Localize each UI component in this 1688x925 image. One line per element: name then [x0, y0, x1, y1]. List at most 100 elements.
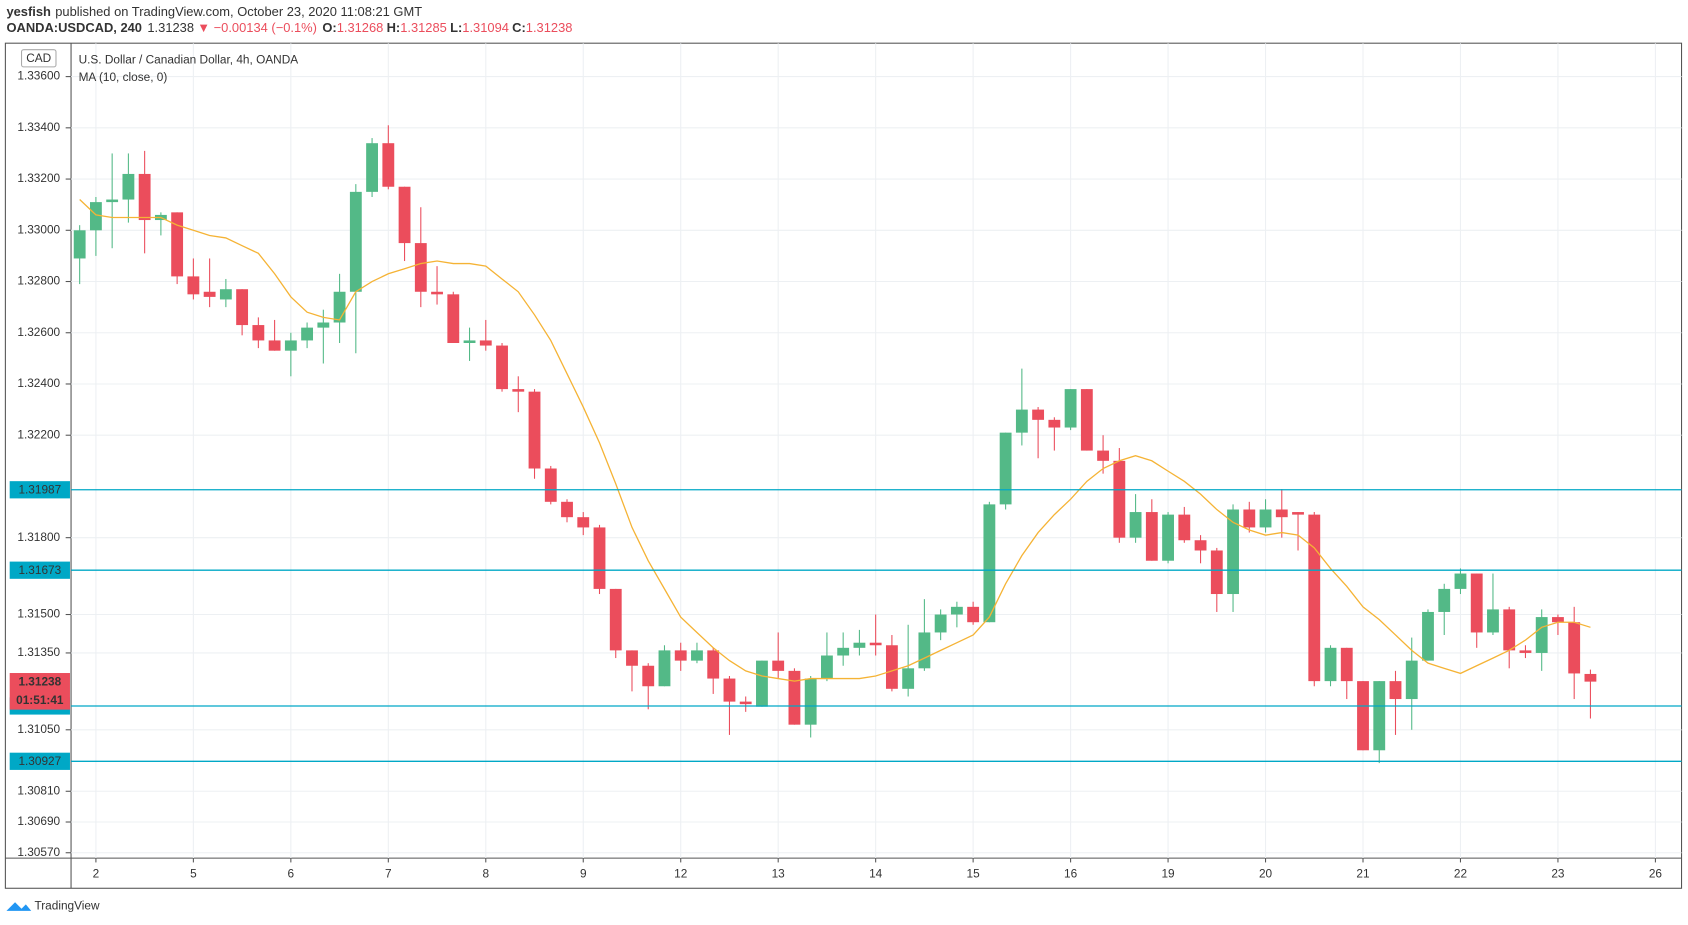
- candle-body: [1519, 650, 1532, 653]
- published: published on TradingView.com, October 23…: [55, 4, 422, 19]
- candle-body: [1210, 550, 1223, 595]
- candle-body: [252, 325, 265, 341]
- candle-body: [821, 655, 833, 679]
- x-tick-label: 14: [869, 866, 883, 880]
- candle-body: [1129, 512, 1142, 538]
- candle-body: [1080, 389, 1093, 451]
- chart-frame: [4, 42, 1683, 889]
- candle-body: [1243, 509, 1256, 528]
- candle-body: [382, 143, 395, 187]
- candle-body: [187, 276, 200, 295]
- candle-body: [674, 650, 687, 661]
- candle-body: [723, 678, 736, 702]
- candle-body: [950, 606, 963, 615]
- last-price-bg: [9, 673, 70, 710]
- candle-body: [609, 588, 622, 651]
- candle-body: [203, 291, 216, 297]
- x-tick-label: 16: [1064, 866, 1078, 880]
- candle-body: [1324, 647, 1337, 682]
- candle-body: [967, 606, 980, 623]
- x-tick-label: 19: [1161, 866, 1175, 880]
- candle-body: [1032, 409, 1045, 420]
- candle-body: [431, 291, 443, 295]
- candle-body: [1422, 611, 1434, 661]
- candle-body: [398, 186, 411, 244]
- candle-body: [1097, 450, 1110, 461]
- x-tick-label: 12: [674, 866, 687, 880]
- candle-body: [934, 614, 947, 633]
- x-tick-label: 8: [482, 866, 489, 880]
- y-tick-label: 1.31800: [17, 530, 60, 544]
- last-price: 1.31238: [147, 21, 194, 36]
- candle-body: [626, 650, 638, 666]
- candle-body: [73, 230, 86, 259]
- candle-body: [739, 701, 752, 705]
- candle-body: [1535, 617, 1548, 653]
- candle-body: [284, 340, 297, 351]
- candle-body: [349, 191, 362, 292]
- candle-body: [219, 289, 232, 300]
- candle-body: [528, 391, 541, 469]
- candle-body: [1454, 573, 1467, 589]
- candle-body: [512, 389, 525, 392]
- candle-body: [1113, 460, 1126, 538]
- candle-body: [853, 642, 866, 648]
- candle-body: [756, 660, 768, 707]
- x-tick-label: 21: [1356, 866, 1369, 880]
- candle-body: [1162, 514, 1174, 561]
- candle-body: [885, 645, 898, 689]
- candle-body: [1275, 509, 1288, 518]
- level-label-bg: [9, 752, 70, 770]
- candle-body: [918, 632, 931, 669]
- publish-line: yesfish published on TradingView.com, Oct…: [6, 4, 422, 19]
- candle-body: [89, 202, 102, 231]
- candle-body: [902, 668, 915, 689]
- x-tick-label: 13: [772, 866, 786, 880]
- x-tick-label: 6: [288, 866, 295, 880]
- x-tick-label: 23: [1551, 866, 1565, 880]
- publisher: yesfish: [6, 4, 51, 19]
- y-tick-label: 1.31350: [17, 645, 60, 659]
- candle-body: [463, 340, 476, 343]
- candle-body: [1373, 681, 1386, 751]
- candle-body: [366, 143, 378, 192]
- candle-body: [983, 504, 996, 623]
- level-label-bg: [9, 561, 70, 579]
- candle-body: [106, 199, 119, 203]
- x-tick-label: 22: [1454, 866, 1467, 880]
- level-label: 1.31673: [18, 563, 61, 577]
- h-label: H:: [387, 21, 401, 36]
- candle-body: [447, 294, 460, 343]
- l-label: L:: [450, 21, 462, 36]
- candle-body: [1438, 588, 1451, 612]
- candle-body: [1389, 681, 1402, 700]
- candle-body: [496, 345, 508, 390]
- candle-body: [772, 660, 785, 671]
- c-value: 1.31238: [526, 21, 573, 36]
- candle-body: [642, 665, 655, 687]
- candle-body: [691, 650, 703, 661]
- y-tick-label: 1.33400: [17, 120, 60, 134]
- candle-body: [301, 327, 314, 341]
- legend-ma: MA (10, close, 0): [79, 70, 168, 84]
- y-tick-label: 1.32600: [17, 325, 60, 339]
- x-tick-label: 2: [93, 866, 100, 880]
- last-price-label: 1.31238: [18, 674, 61, 688]
- candle-body: [1178, 514, 1191, 541]
- x-tick-label: 15: [967, 866, 981, 880]
- candle-body: [707, 650, 720, 679]
- candle-body: [1259, 509, 1272, 528]
- candle-body: [837, 647, 850, 656]
- brand: TradingView: [34, 899, 100, 913]
- candle-body: [544, 468, 557, 502]
- y-tick-label: 1.33000: [17, 222, 60, 236]
- candle-body: [561, 501, 573, 518]
- candle-body: [1552, 617, 1564, 623]
- c-label: C:: [512, 21, 526, 36]
- candle-body: [1292, 512, 1304, 515]
- y-tick-label: 1.33600: [17, 69, 60, 83]
- candle-body: [268, 340, 281, 351]
- level-label: 1.30927: [18, 754, 61, 768]
- overlay: 1.319871.316731.311431.309271.3123801:51…: [9, 481, 1682, 770]
